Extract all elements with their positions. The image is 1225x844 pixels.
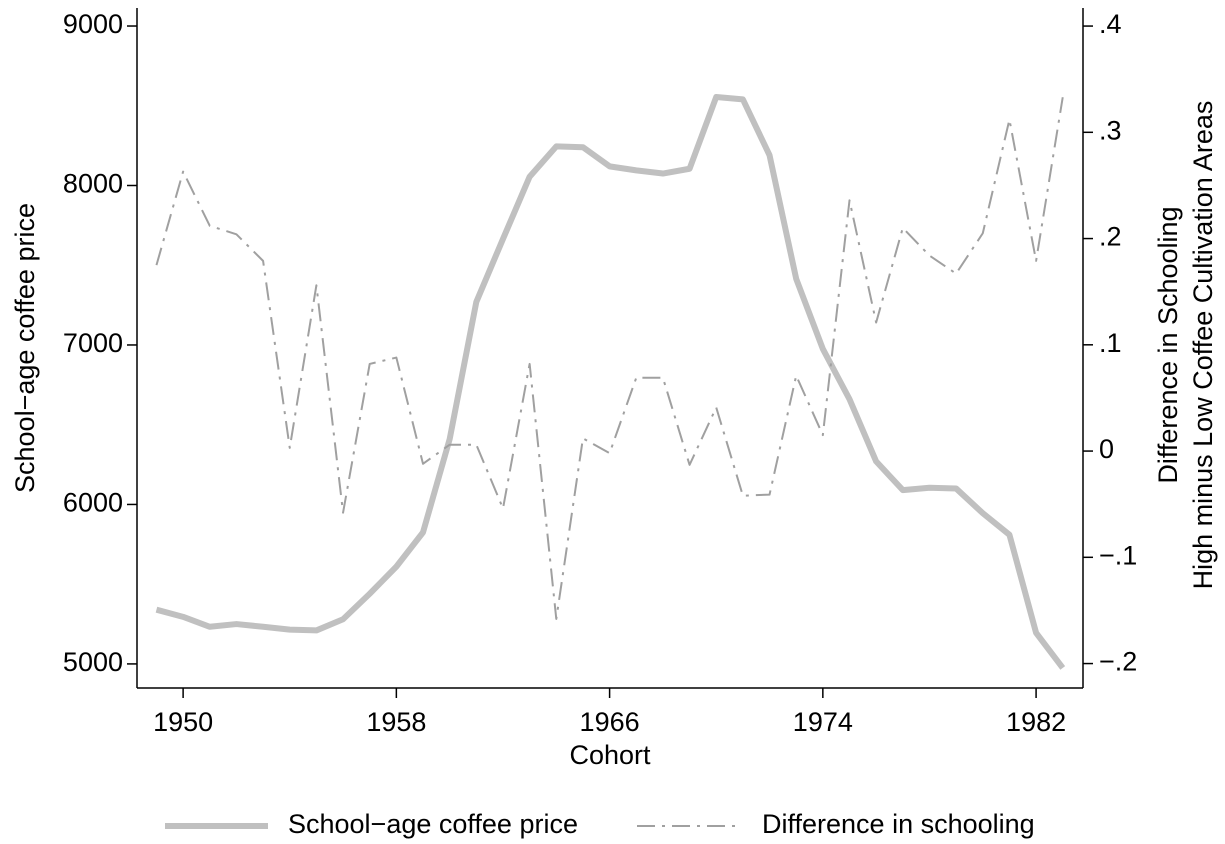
series-line xyxy=(155,97,1064,620)
legend-label: School−age coffee price xyxy=(288,809,578,839)
y2-axis-title: Difference in Schooling xyxy=(1153,206,1183,483)
y2-tick-label: .1 xyxy=(1099,328,1122,358)
y2-tick-label: −.2 xyxy=(1099,647,1137,677)
y-tick-label: 7000 xyxy=(63,328,123,358)
x-tick-label: 1950 xyxy=(153,707,213,737)
y-tick-label: 6000 xyxy=(63,488,123,518)
legend-label: Difference in schooling xyxy=(762,809,1035,839)
series-line xyxy=(155,93,1066,670)
y2-tick-label: .3 xyxy=(1099,115,1122,145)
y-tick-label: 5000 xyxy=(63,647,123,677)
y2-axis-title: High minus Low Coffee Cultivation Areas xyxy=(1188,101,1218,590)
x-tick-label: 1958 xyxy=(366,707,426,737)
y2-tick-label: .4 xyxy=(1099,9,1122,39)
x-axis-title: Cohort xyxy=(569,740,651,770)
y2-tick-label: 0 xyxy=(1099,434,1114,464)
y2-tick-label: −.1 xyxy=(1099,540,1137,570)
y2-tick-label: .2 xyxy=(1099,222,1122,252)
x-tick-label: 1982 xyxy=(1006,707,1066,737)
x-tick-label: 1966 xyxy=(580,707,640,737)
y-axis-title: School−age coffee price xyxy=(10,203,40,493)
y-tick-label: 9000 xyxy=(63,9,123,39)
x-tick-label: 1974 xyxy=(793,707,853,737)
y-tick-label: 8000 xyxy=(63,169,123,199)
